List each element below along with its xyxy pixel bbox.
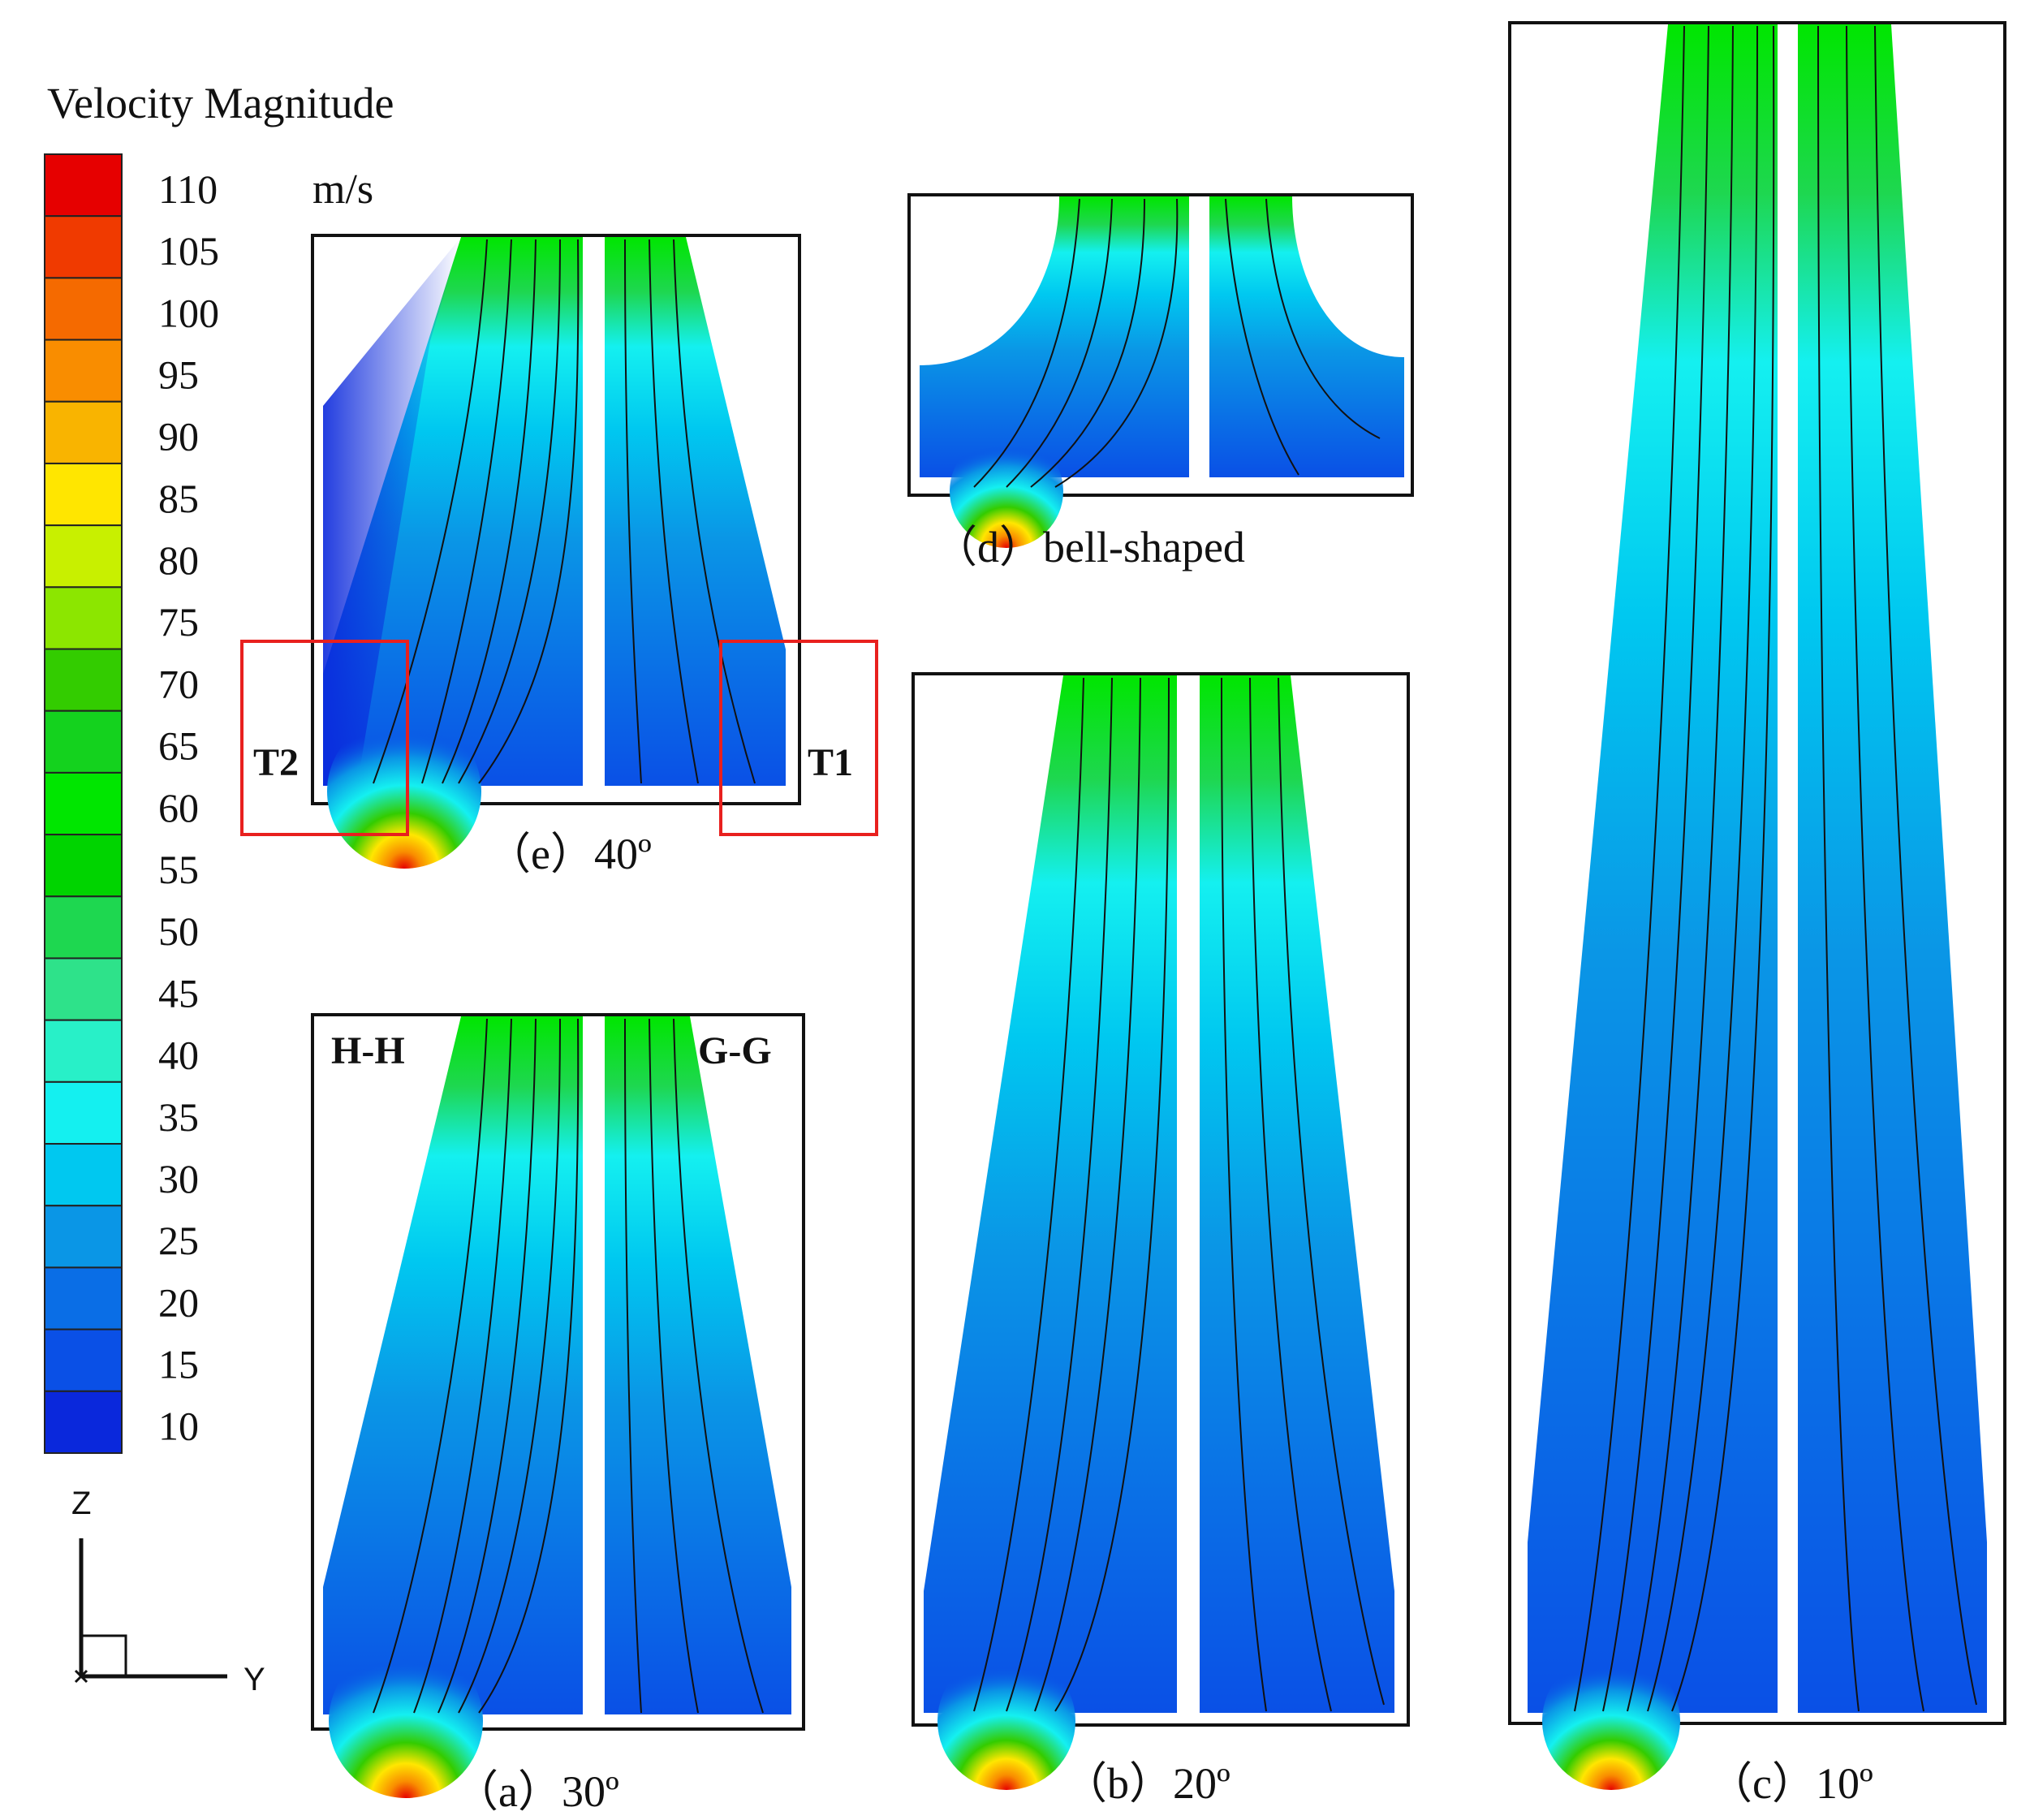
legend-swatch (44, 462, 123, 527)
panel-a-caption: （a）30º (455, 1767, 619, 1816)
legend-tick-label: 45 (158, 970, 199, 1016)
legend-tick-label: 60 (158, 785, 199, 830)
panel-c-jet (1542, 1652, 1680, 1790)
highlight-t2: T2 (240, 640, 409, 836)
legend-swatch (44, 834, 123, 898)
panel-e: （e）40º (311, 234, 801, 878)
panel-e-left-field (323, 237, 583, 786)
panel-d-right-field (1209, 196, 1404, 477)
legend: Velocity Magnitude m/s 110 105 100 95 90 85 80… (44, 79, 394, 1455)
legend-swatch (44, 1328, 123, 1392)
legend-tick-label: 55 (158, 847, 199, 892)
legend-tick-label: 75 (158, 599, 199, 645)
panel-b-left-field (924, 675, 1177, 1713)
panel-c-caption: （c）10º (1709, 1759, 1873, 1808)
legend-swatch (44, 400, 123, 464)
panel-d-jet (950, 434, 1063, 548)
panel-e-jet (327, 714, 481, 869)
panel-a-right-section: G-G (698, 1029, 772, 1072)
legend-tick-label: 90 (158, 414, 199, 459)
legend-tick-label: 85 (158, 476, 199, 521)
legend-swatch (44, 1019, 123, 1083)
legend-swatch (44, 586, 123, 650)
panel-d: （d）bell-shaped (907, 193, 1414, 571)
legend-title: Velocity Magnitude (47, 79, 394, 127)
legend-tick-label: 15 (158, 1342, 199, 1387)
legend-color-bar (44, 153, 123, 1455)
legend-swatch (44, 339, 123, 403)
legend-labels: 110 105 100 95 90 85 80 75 70 65 60 55 50 45 40 35 30 25 2… (158, 166, 219, 1449)
panel-b-streamlines (973, 677, 1385, 1712)
legend-tick-label: 65 (158, 723, 199, 769)
legend-tick-label: 80 (158, 537, 199, 583)
legend-tick-label: 95 (158, 351, 199, 397)
panel-b-right-field (1200, 675, 1394, 1713)
legend-swatch (44, 1266, 123, 1330)
panel-d-streamlines (973, 198, 1381, 488)
panel-d-caption: （d）bell-shaped (933, 523, 1245, 571)
legend-tick-label: 100 (158, 290, 219, 335)
legend-swatch (44, 215, 123, 279)
panel-b-jet (937, 1652, 1075, 1790)
t2-label: T2 (253, 741, 299, 784)
panel-b: （b）20º (912, 672, 1410, 1808)
panel-d-left-field (920, 196, 1189, 477)
axes-triad: Z Y (71, 1486, 265, 1697)
panel-a-right-field (605, 1016, 791, 1714)
legend-tick-label: 30 (158, 1156, 199, 1201)
y-axis-label: Y (244, 1662, 265, 1697)
legend-tick-label: 10 (158, 1404, 199, 1449)
highlight-t1: T1 (719, 640, 878, 836)
legend-unit: m/s (312, 166, 373, 213)
legend-tick-label: 25 (158, 1218, 199, 1263)
legend-swatch (44, 524, 123, 589)
panel-c-left-field (1528, 24, 1778, 1713)
legend-tick-label: 70 (158, 661, 199, 706)
legend-tick-label: 50 (158, 908, 199, 954)
legend-swatch (44, 1390, 123, 1455)
legend-tick-label: 110 (158, 166, 218, 212)
legend-tick-label: 105 (158, 228, 219, 274)
legend-swatch (44, 1205, 123, 1269)
legend-swatch (44, 895, 123, 960)
panel-a-jet (329, 1644, 483, 1798)
z-axis-label: Z (71, 1486, 91, 1521)
panel-e-caption: （e）40º (487, 830, 652, 878)
panel-a-left-section: H-H (331, 1029, 405, 1072)
panel-a-streamlines (373, 1018, 764, 1714)
legend-swatch (44, 1143, 123, 1207)
t1-label: T1 (808, 741, 853, 784)
panel-c-right-field (1798, 24, 1987, 1713)
legend-swatch (44, 277, 123, 341)
legend-tick-label: 35 (158, 1094, 199, 1140)
panel-b-caption: （b）20º (1063, 1759, 1230, 1808)
panel-c: （c）10º (1508, 21, 2006, 1808)
legend-swatch (44, 153, 123, 218)
panel-c-streamlines (1574, 25, 1977, 1712)
legend-tick-label: 40 (158, 1033, 199, 1078)
legend-tick-label: 20 (158, 1279, 199, 1325)
legend-swatch (44, 648, 123, 712)
legend-swatch (44, 771, 123, 836)
legend-swatch (44, 957, 123, 1021)
legend-swatch (44, 1080, 123, 1145)
legend-swatch (44, 709, 123, 774)
panel-a: H-H G-G （a）30º (311, 1013, 805, 1816)
panel-e-streamlines (373, 239, 756, 784)
